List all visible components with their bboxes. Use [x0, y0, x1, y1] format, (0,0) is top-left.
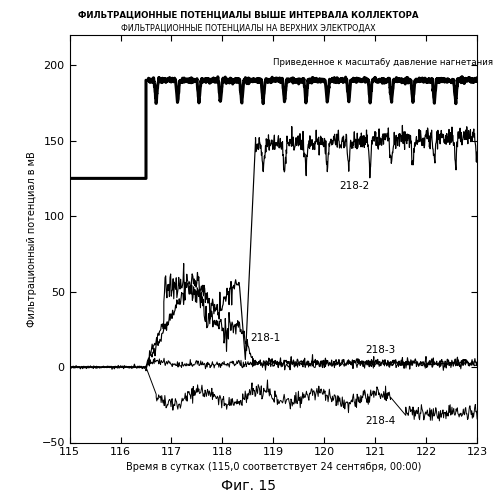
Text: 218-2: 218-2 [339, 181, 370, 191]
Text: 218-1: 218-1 [250, 334, 281, 344]
Text: ФИЛЬТРАЦИОННЫЕ ПОТЕНЦИАЛЫ ВЫШЕ ИНТЕРВАЛА КОЛЛЕКТОРА: ФИЛЬТРАЦИОННЫЕ ПОТЕНЦИАЛЫ ВЫШЕ ИНТЕРВАЛА… [78, 11, 419, 20]
Text: Приведенное к масштабу давление нагнетания: Приведенное к масштабу давление нагнетан… [273, 58, 494, 66]
Text: ФИЛЬТРАЦИОННЫЕ ПОТЕНЦИАЛЫ НА ВЕРХНИХ ЭЛЕКТРОДАХ: ФИЛЬТРАЦИОННЫЕ ПОТЕНЦИАЛЫ НА ВЕРХНИХ ЭЛЕ… [121, 24, 376, 33]
Text: 218-3: 218-3 [365, 346, 395, 356]
X-axis label: Время в сутках (115,0 соответствует 24 сентября, 00:00): Время в сутках (115,0 соответствует 24 с… [126, 462, 421, 471]
Text: 218-4: 218-4 [365, 416, 395, 426]
Y-axis label: Фильтрационный потенциал в мВ: Фильтрационный потенциал в мВ [27, 151, 37, 326]
Text: Фиг. 15: Фиг. 15 [221, 478, 276, 492]
